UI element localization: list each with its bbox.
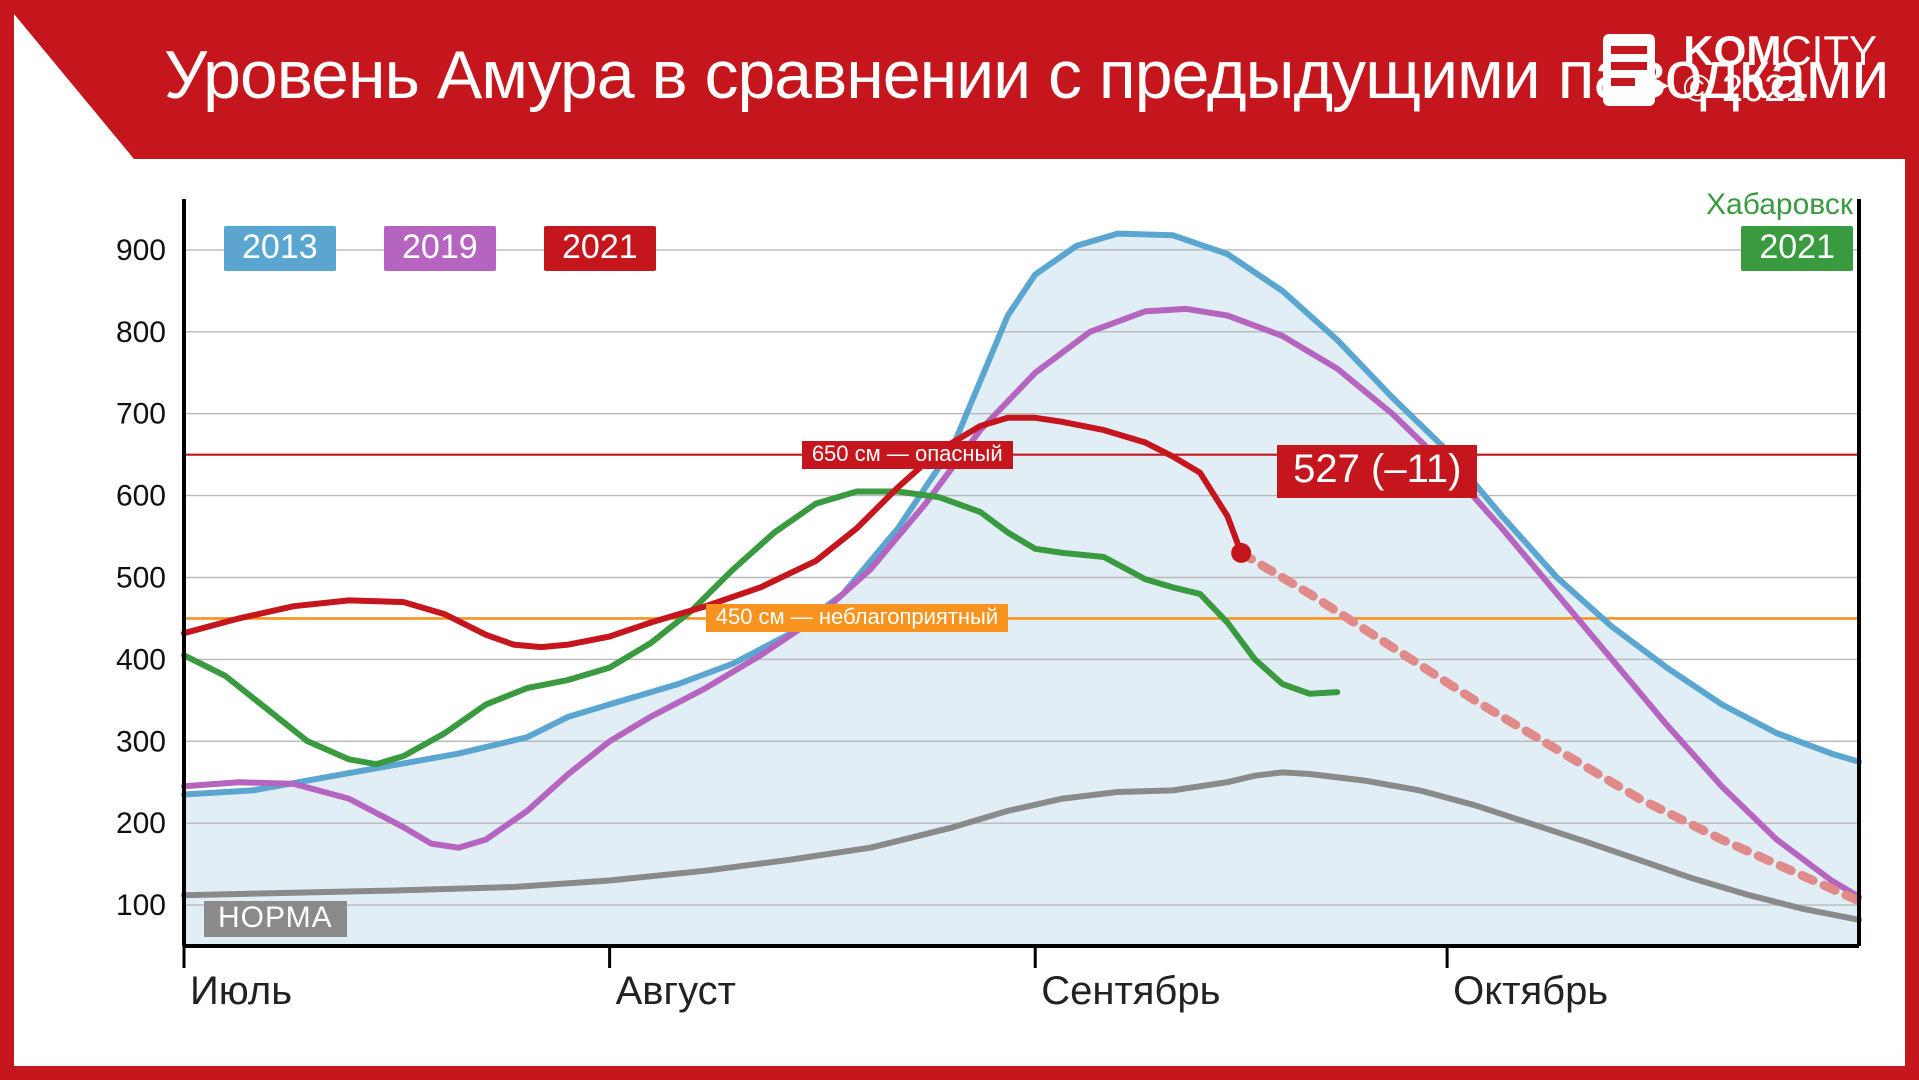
header-notch: [14, 14, 134, 159]
header-bar: Уровень Амура в сравнении с предыдущими …: [14, 14, 1905, 159]
legend-item: 2019: [384, 226, 496, 271]
svg-text:300: 300: [116, 725, 166, 758]
legend-item: 2013: [224, 226, 336, 271]
threshold-danger-label: 650 см — опасный: [802, 441, 1013, 469]
svg-text:800: 800: [116, 316, 166, 349]
svg-text:700: 700: [116, 398, 166, 431]
logo-icon: [1597, 28, 1669, 112]
norma-label: НОРМА: [204, 901, 347, 937]
svg-text:900: 900: [116, 234, 166, 267]
chart-area: 100 200 300 400 500 600 700 800 900 Июль Август Сен…: [74, 189, 1869, 1036]
legend-item: 2021: [544, 226, 656, 271]
threshold-adverse-label: 450 см — неблагоприятный: [706, 604, 1008, 632]
current-value-callout: 527 (–11): [1277, 445, 1477, 498]
svg-text:500: 500: [116, 562, 166, 595]
svg-text:Июль: Июль: [190, 969, 292, 1013]
svg-text:100: 100: [116, 889, 166, 922]
svg-text:600: 600: [116, 480, 166, 513]
svg-text:400: 400: [116, 643, 166, 676]
outer-frame: Уровень Амура в сравнении с предыдущими …: [0, 0, 1919, 1080]
svg-text:Октябрь: Октябрь: [1453, 969, 1608, 1013]
khabarovsk-label: Хабаровск: [1706, 188, 1853, 222]
logo-block: KOMCITY © 2021: [1597, 28, 1877, 112]
svg-text:Август: Август: [616, 969, 736, 1013]
svg-text:Сентябрь: Сентябрь: [1041, 969, 1220, 1013]
svg-text:200: 200: [116, 807, 166, 840]
khabarovsk-year-box: 2021: [1741, 226, 1853, 271]
logo-text: KOMCITY © 2021: [1683, 29, 1877, 110]
